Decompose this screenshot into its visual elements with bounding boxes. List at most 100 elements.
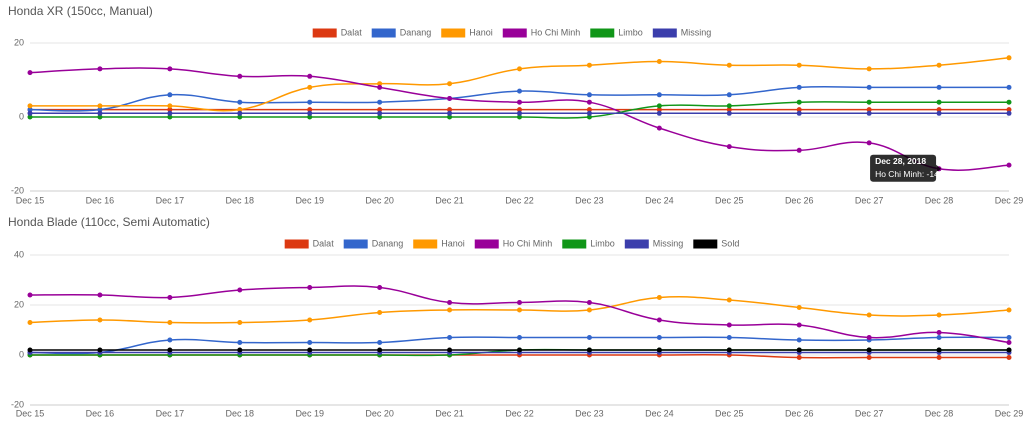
legend: Dalat Danang Hanoi Ho Chi Minh Limbo Missing S… (284, 238, 739, 249)
x-tick-label: Dec 17 (156, 408, 185, 418)
y-tick-label: -20 (11, 399, 24, 409)
x-tick-label: Dec 24 (645, 195, 674, 205)
data-point (167, 66, 173, 72)
data-point (1006, 335, 1012, 340)
y-tick-label: 20 (14, 37, 24, 47)
data-point (936, 355, 942, 360)
data-point (1006, 347, 1012, 353)
data-point (866, 335, 872, 340)
legend-swatch (312, 28, 337, 38)
legend-swatch (284, 239, 309, 249)
data-point (936, 110, 942, 116)
legend-label: Dalat (313, 238, 335, 248)
data-point (447, 107, 453, 113)
data-point (1006, 340, 1012, 345)
x-tick-label: Dec 22 (505, 195, 534, 205)
data-point (307, 317, 313, 323)
data-point (307, 107, 313, 113)
data-point (307, 73, 313, 79)
data-point (377, 107, 383, 113)
x-tick-label: Dec 20 (365, 408, 394, 418)
data-point (1006, 99, 1012, 105)
x-tick-label: Dec 17 (156, 195, 185, 205)
data-point (447, 335, 453, 340)
data-point (97, 103, 103, 109)
legend-label: Hanoi (441, 238, 465, 248)
x-tick-label: Dec 26 (785, 195, 814, 205)
data-point (866, 84, 872, 90)
data-point (447, 110, 453, 116)
x-tick-label: Dec 26 (785, 408, 814, 418)
x-tick-label: Dec 25 (715, 408, 744, 418)
data-point (656, 107, 662, 113)
data-point (936, 99, 942, 105)
data-point (796, 62, 802, 68)
data-point (517, 107, 522, 113)
tooltip-caret (936, 164, 942, 173)
data-point (796, 355, 802, 360)
data-point (97, 317, 103, 323)
data-point (866, 355, 872, 360)
data-point (307, 285, 313, 290)
legend-label: Limbo (590, 238, 615, 248)
data-point (517, 66, 522, 72)
data-point (27, 107, 33, 113)
data-point (586, 62, 592, 68)
chart: Honda XR (150cc, Manual) -20 0 20 Dec 15 Dec … (8, 4, 1023, 205)
legend-label: Missing (653, 238, 684, 248)
legend-label: Danang (372, 238, 404, 248)
chart: Honda Blade (110cc, Semi Automatic) -20 0 2… (8, 215, 1023, 418)
data-point (726, 103, 732, 109)
x-tick-label: Dec 15 (16, 408, 45, 418)
data-point (307, 110, 313, 116)
x-tick-label: Dec 21 (435, 408, 464, 418)
data-point (936, 347, 942, 353)
data-point (586, 347, 592, 353)
data-point (936, 330, 942, 335)
data-point (447, 114, 453, 120)
data-point (447, 347, 453, 353)
x-tick-label: Dec 18 (226, 195, 255, 205)
data-point (866, 312, 872, 318)
data-point (726, 335, 732, 340)
x-tick-label: Dec 21 (435, 195, 464, 205)
data-point (656, 125, 662, 131)
data-point (167, 295, 173, 300)
data-point (866, 107, 872, 113)
data-point (1006, 110, 1012, 116)
data-point (586, 107, 592, 113)
legend-swatch (562, 239, 587, 249)
data-point (517, 300, 522, 305)
data-point (27, 347, 33, 353)
data-point (97, 107, 103, 113)
data-point (586, 110, 592, 116)
x-tick-label: Dec 16 (86, 195, 115, 205)
data-point (377, 84, 383, 90)
data-point (167, 337, 173, 343)
legend-swatch (590, 28, 615, 38)
tooltip-box (870, 154, 937, 182)
data-point (237, 340, 243, 345)
data-point (796, 305, 802, 310)
data-point (726, 297, 732, 303)
data-point (167, 347, 173, 353)
data-point (796, 337, 802, 343)
data-point (796, 322, 802, 328)
x-tick-label: Dec 19 (295, 408, 324, 418)
data-point (586, 335, 592, 340)
x-tick-label: Dec 18 (226, 408, 255, 418)
data-point (307, 340, 313, 345)
data-point (656, 317, 662, 323)
legend-swatch (693, 239, 718, 249)
data-point (936, 107, 942, 113)
data-point (97, 114, 103, 120)
data-point (377, 99, 383, 105)
data-point (97, 292, 103, 298)
data-point (377, 81, 383, 87)
data-point (167, 103, 173, 109)
data-point (27, 292, 33, 298)
x-tick-label: Dec 28 (925, 195, 954, 205)
data-point (377, 340, 383, 345)
legend-swatch (502, 28, 527, 38)
